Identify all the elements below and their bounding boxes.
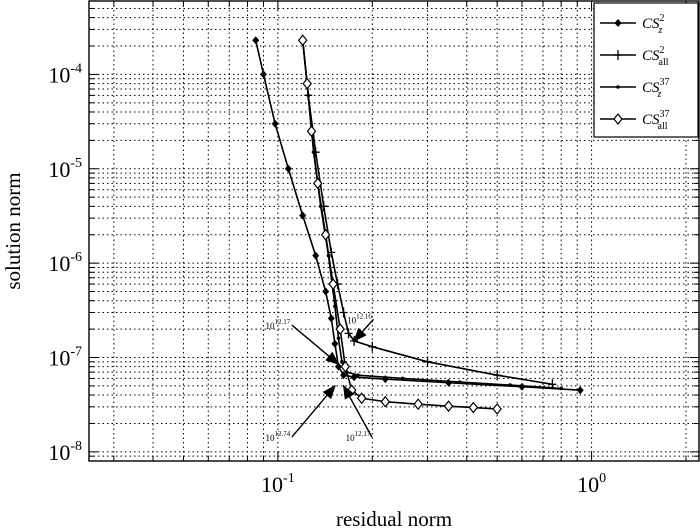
data-point (328, 278, 338, 291)
data-point (559, 386, 563, 391)
data-point (356, 373, 360, 377)
annotation-label: 1012.17 (265, 318, 290, 331)
data-point (297, 34, 308, 47)
x-tick-label: 10-1 (261, 471, 295, 497)
data-point (340, 371, 348, 380)
data-point (306, 125, 317, 138)
series-group (252, 34, 584, 415)
plot-frame (88, 0, 700, 462)
annotation-label: 1012.17 (346, 430, 371, 443)
data-point (312, 251, 320, 260)
x-tick-label: 100 (577, 471, 606, 497)
y-tick-label: 10-7 (48, 344, 82, 370)
legend-marker (613, 113, 623, 125)
data-point (443, 400, 454, 413)
data-point (508, 383, 512, 387)
data-point (271, 119, 279, 128)
data-point (400, 376, 405, 381)
data-point (380, 395, 391, 408)
legend-marker (614, 50, 622, 60)
data-point (356, 392, 367, 405)
tick-labels: 10-1 100 10-8 10-7 10-6 10-5 10-4 (48, 61, 606, 497)
annotation-label: 1012.74 (265, 430, 290, 443)
data-point (493, 370, 502, 381)
data-point (335, 323, 345, 336)
legend-label: CS2 all (642, 45, 669, 68)
legend-entry: CS2 all (600, 45, 669, 68)
y-tick-label: 10-8 (48, 439, 82, 465)
legend-marker (616, 85, 620, 89)
legend-entry: CS37 z (600, 77, 670, 100)
legend-label: CS37 z (642, 77, 670, 100)
data-point (252, 36, 260, 45)
legend-entry: CS2 z (600, 13, 665, 36)
data-point (492, 402, 502, 415)
legend-label: CS2 z (642, 13, 665, 36)
data-point (457, 380, 462, 384)
series-2 (298, 35, 557, 390)
data-point (339, 307, 348, 318)
series-line (254, 40, 581, 392)
y-axis-title: solution norm (1, 172, 25, 289)
annotation-arrow (291, 384, 336, 438)
series-3 (300, 38, 563, 391)
annotation-arrow (342, 384, 373, 438)
data-point (340, 360, 344, 364)
annotation-arrow (353, 318, 374, 342)
data-point (320, 228, 331, 241)
annotations: 1012.16 1012.17 1012.74 1012.17 (265, 312, 374, 443)
y-tick-label: 10-5 (48, 156, 82, 182)
annotation-arrow (291, 324, 340, 366)
series-1 (252, 36, 584, 395)
data-point (260, 70, 268, 79)
data-point (576, 386, 584, 395)
legend-marker (614, 19, 622, 27)
data-point (322, 287, 330, 296)
data-point (344, 328, 353, 339)
data-point (302, 77, 312, 90)
data-point (299, 211, 307, 220)
data-point (413, 398, 423, 411)
data-point (368, 341, 377, 352)
annotation-label: 1012.16 (347, 312, 372, 325)
data-point (284, 164, 292, 173)
data-point (331, 339, 339, 348)
y-tick-label: 10-4 (48, 61, 82, 87)
data-point (312, 177, 323, 190)
legend: CS2 z CS2 all CS37 z CS37 all (593, 2, 699, 138)
data-point (468, 401, 479, 414)
legend-entry: CS37 all (600, 109, 670, 132)
data-point (423, 356, 432, 367)
legend-label: CS37 all (642, 109, 670, 132)
data-point (336, 336, 341, 341)
data-point (327, 314, 335, 323)
data-point (518, 382, 526, 391)
data-point (346, 384, 357, 397)
legend-box (593, 2, 699, 138)
series-4 (297, 34, 502, 415)
data-point (445, 378, 453, 387)
data-point (340, 360, 351, 373)
x-axis-title: residual norm (336, 507, 452, 528)
y-tick-label: 10-6 (48, 250, 82, 276)
